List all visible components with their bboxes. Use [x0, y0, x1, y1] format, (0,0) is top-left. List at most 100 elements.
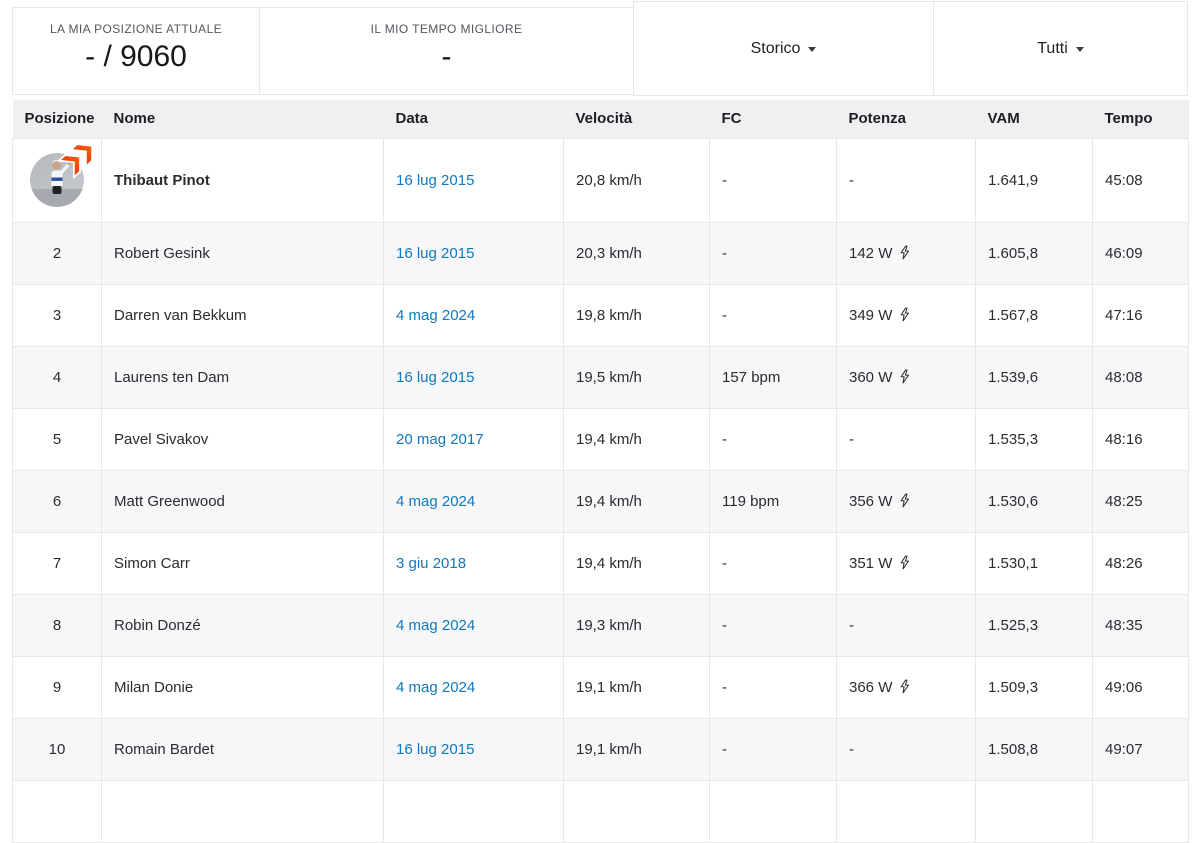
heart-rate-cell: - [709, 283, 837, 347]
name-cell: Robert Gesink [101, 221, 384, 285]
date-cell: 16 lug 2015 [383, 221, 564, 285]
position-number: 5 [52, 430, 62, 448]
time-value: 48:35 [1105, 616, 1143, 634]
effort-date-link[interactable]: 4 mag 2024 [396, 306, 476, 324]
leaderboard-panel: LA MIA POSIZIONE ATTUALE - / 9060 IL MIO… [12, 0, 1189, 843]
athlete-name: Pavel Sivakov [114, 430, 209, 448]
power-meter-icon [901, 555, 910, 569]
name-cell: Milan Donie [101, 655, 384, 719]
time-value: 49:07 [1105, 740, 1143, 758]
date-cell: 4 mag 2024 [383, 655, 564, 719]
power-value: - [849, 740, 854, 758]
athlete-name: Milan Donie [114, 678, 194, 696]
best-time-label: IL MIO TEMPO MIGLIORE [370, 22, 523, 36]
time-value: 48:26 [1105, 554, 1143, 572]
speed-cell: 19,1 km/h [563, 717, 710, 781]
speed-cell: 19,5 km/h [563, 345, 710, 409]
vam-value: 1.525,3 [988, 616, 1039, 634]
table-row: 5 Pavel Sivakov 20 mag 2017 19,4 km/h - … [12, 407, 1189, 471]
heart-rate-value: - [722, 678, 727, 696]
column-header-nome: Nome [101, 100, 384, 138]
date-cell: 4 mag 2024 [383, 469, 564, 533]
table-row: 3 Darren van Bekkum 4 mag 2024 19,8 km/h… [12, 283, 1189, 347]
position-number: 9 [52, 678, 62, 696]
effort-date-link[interactable]: 16 lug 2015 [396, 244, 475, 262]
time-value: 47:16 [1105, 306, 1143, 324]
effort-date-link[interactable]: 16 lug 2015 [396, 368, 475, 386]
power-value: 349 W [849, 306, 893, 324]
name-cell: Pavel Sivakov [101, 407, 384, 471]
effort-date-link[interactable]: 16 lug 2015 [396, 171, 475, 189]
power-cell: 360 W [836, 345, 976, 409]
name-cell: Simon Carr [101, 531, 384, 595]
leaderboard-table: Posizione Nome Data Velocità FC Potenza … [12, 100, 1189, 843]
name-cell: Matt Greenwood [101, 469, 384, 533]
position-number: 7 [52, 554, 62, 572]
position-cell: 7 [12, 531, 102, 595]
effort-date-link[interactable]: 16 lug 2015 [396, 740, 475, 758]
power-value: - [849, 171, 854, 189]
athlete-name: Romain Bardet [114, 740, 215, 758]
effort-date-link[interactable]: 20 mag 2017 [396, 430, 484, 448]
table-row: 9 Milan Donie 4 mag 2024 19,1 km/h - 366… [12, 655, 1189, 719]
position-cell: 4 [12, 345, 102, 409]
time-cell: 48:08 [1092, 345, 1189, 409]
position-cell: 2 [12, 221, 102, 285]
heart-rate-cell: - [709, 531, 837, 595]
speed-cell: 19,4 km/h [563, 531, 710, 595]
power-value: - [849, 616, 854, 634]
table-row: 10 Romain Bardet 16 lug 2015 19,1 km/h -… [12, 717, 1189, 781]
power-meter-icon [901, 493, 910, 507]
heart-rate-value: 119 bpm [722, 492, 780, 510]
date-cell: 16 lug 2015 [383, 717, 564, 781]
athlete-name: Robin Donzé [114, 616, 201, 634]
vam-cell: 1.508,8 [975, 717, 1093, 781]
kom-avatar[interactable] [30, 143, 94, 207]
heart-rate-value: - [722, 306, 727, 324]
current-position-label: LA MIA POSIZIONE ATTUALE [49, 22, 223, 36]
date-filter-dropdown[interactable]: Storico [751, 40, 817, 58]
speed-cell: 20,3 km/h [563, 221, 710, 285]
table-row: 6 Matt Greenwood 4 mag 2024 19,4 km/h 11… [12, 469, 1189, 533]
heart-rate-cell: - [709, 407, 837, 471]
category-filter-dropdown[interactable]: Tutti [1037, 40, 1084, 58]
position-cell: 5 [12, 407, 102, 471]
next-row-partial [12, 779, 1189, 843]
speed-value: 19,1 km/h [576, 678, 642, 696]
vam-value: 1.509,3 [988, 678, 1039, 696]
effort-date-link[interactable]: 4 mag 2024 [396, 492, 476, 510]
table-row: 8 Robin Donzé 4 mag 2024 19,3 km/h - - 1… [12, 593, 1189, 657]
athlete-name: Matt Greenwood [114, 492, 225, 510]
vam-cell: 1.509,3 [975, 655, 1093, 719]
position-cell [12, 137, 102, 223]
heart-rate-value: - [722, 616, 727, 634]
leaderboard-body: Thibaut Pinot 16 lug 2015 20,8 km/h - - … [12, 137, 1189, 781]
vam-value: 1.530,1 [988, 554, 1039, 572]
kom-arrows-icon [56, 139, 100, 182]
current-position-value: - / 9060 [85, 40, 187, 73]
power-cell: 356 W [836, 469, 976, 533]
time-cell: 45:08 [1092, 137, 1189, 223]
speed-value: 19,4 km/h [576, 554, 642, 572]
vam-value: 1.535,3 [988, 430, 1039, 448]
column-header-posizione: Posizione [12, 100, 102, 138]
date-cell: 20 mag 2017 [383, 407, 564, 471]
effort-date-link[interactable]: 4 mag 2024 [396, 678, 476, 696]
time-cell: 49:06 [1092, 655, 1189, 719]
speed-cell: 19,4 km/h [563, 469, 710, 533]
power-value: 142 W [849, 244, 893, 262]
power-meter-icon [901, 245, 910, 259]
best-time-value: - [441, 40, 452, 73]
vam-value: 1.641,9 [988, 171, 1039, 189]
category-filter-label: Tutti [1037, 39, 1068, 57]
time-value: 49:06 [1105, 678, 1143, 696]
speed-cell: 19,1 km/h [563, 655, 710, 719]
chevron-down-icon [808, 47, 817, 52]
effort-date-link[interactable]: 4 mag 2024 [396, 616, 476, 634]
effort-date-link[interactable]: 3 giu 2018 [396, 554, 467, 572]
category-filter-cell: Tutti [933, 1, 1188, 96]
heart-rate-value: - [722, 430, 727, 448]
chevron-down-icon [1075, 47, 1084, 52]
power-value: - [849, 430, 854, 448]
name-cell: Robin Donzé [101, 593, 384, 657]
